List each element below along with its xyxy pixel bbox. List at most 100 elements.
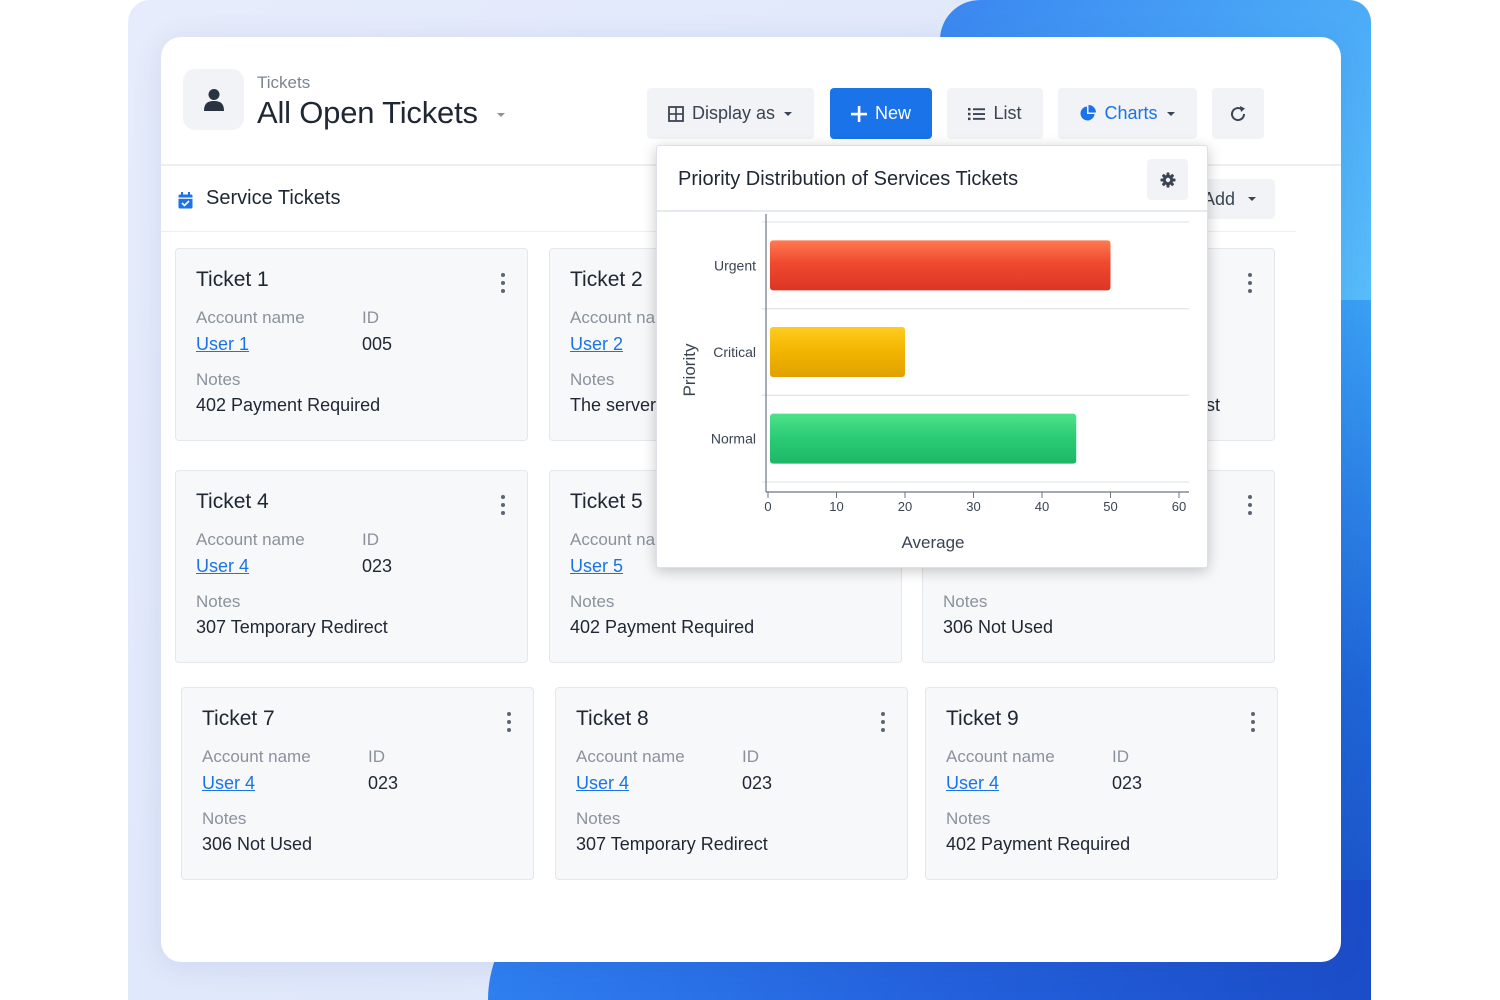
account-name-label: Account name: [196, 530, 305, 549]
list-button[interactable]: List: [947, 88, 1043, 139]
notes-label: Notes: [576, 809, 621, 828]
ticket-card[interactable]: Ticket 4 Account name ID User 4 023 Note…: [175, 470, 528, 663]
plus-icon: [850, 105, 867, 122]
chevron-down-icon: [784, 111, 793, 116]
chart-category-label: Critical: [713, 344, 756, 360]
chart-bar-urgent: [770, 240, 1111, 291]
notes-value: 306 Not Used: [202, 834, 313, 854]
gear-icon: [1160, 172, 1175, 187]
notes-label: Notes: [196, 592, 241, 611]
account-link[interactable]: User 1: [196, 334, 250, 354]
main-panel: Tickets All Open Tickets Display as New …: [161, 37, 1341, 962]
notes-label: Notes: [196, 370, 241, 389]
notes-value: st: [1206, 395, 1221, 415]
new-label: New: [874, 103, 911, 123]
account-link[interactable]: User 4: [576, 773, 630, 793]
account-link[interactable]: User 5: [570, 556, 624, 576]
chart-settings-button[interactable]: [1147, 159, 1188, 200]
more-vertical-icon[interactable]: [505, 712, 513, 732]
refresh-icon: [1231, 105, 1246, 121]
account-name-label: Account na: [570, 308, 656, 327]
ticket-title: Ticket 2: [570, 268, 643, 291]
account-link[interactable]: User 4: [946, 773, 1000, 793]
account-name-label: Account name: [946, 747, 1055, 766]
ticket-card[interactable]: Ticket 8 Account name ID User 4 023 Note…: [555, 687, 908, 880]
account-name-label: Account na: [570, 530, 656, 549]
list-icon: [968, 107, 986, 120]
account-link[interactable]: User 4: [196, 556, 250, 576]
ticket-id: 005: [362, 334, 393, 354]
display-as-label: Display as: [691, 103, 776, 123]
charts-button[interactable]: Charts: [1058, 88, 1197, 139]
more-vertical-icon[interactable]: [1246, 495, 1254, 515]
grid-icon: [668, 105, 684, 122]
ticket-title: Ticket 7: [202, 707, 275, 730]
more-vertical-icon[interactable]: [1246, 273, 1254, 293]
calendar-check-icon: [178, 192, 193, 209]
more-vertical-icon[interactable]: [1249, 712, 1257, 732]
notes-label: Notes: [570, 592, 615, 611]
priority-bar-chart: Urgent Critical Normal 0 10 20 30 40 50 60 Average…: [680, 214, 1189, 552]
avatar[interactable]: [183, 69, 244, 130]
chart-y-axis-title: Priority: [680, 343, 699, 396]
notes-value: 402 Payment Required: [196, 395, 381, 415]
ticket-id: 023: [1112, 773, 1143, 793]
refresh-button[interactable]: [1212, 88, 1264, 139]
chart-category-label: Normal: [711, 431, 756, 447]
chart-x-tick-label: 0: [764, 499, 771, 514]
notes-label: Notes: [943, 592, 988, 611]
chart-x-axis-title: Average: [901, 533, 964, 552]
ticket-title: Ticket 1: [196, 268, 269, 291]
display-as-button[interactable]: Display as: [647, 88, 814, 139]
account-name-label: Account name: [196, 308, 305, 327]
chart-x-tick-label: 40: [1035, 499, 1049, 514]
breadcrumb[interactable]: Tickets: [257, 73, 311, 92]
chart-popup: Priority Distribution of Services Ticket…: [656, 145, 1208, 568]
ticket-title: Ticket 9: [946, 707, 1019, 730]
id-label: ID: [742, 747, 759, 766]
list-label: List: [993, 103, 1022, 123]
chevron-down-icon[interactable]: [495, 111, 507, 119]
ticket-title: Ticket 8: [576, 707, 649, 730]
chart-title: Priority Distribution of Services Ticket…: [678, 168, 1019, 190]
ticket-card[interactable]: Ticket 7 Account name ID User 4 023 Note…: [181, 687, 534, 880]
ticket-id: 023: [742, 773, 773, 793]
id-label: ID: [368, 747, 385, 766]
chart-x-tick-label: 60: [1172, 499, 1186, 514]
notes-label: Notes: [202, 809, 247, 828]
ticket-card[interactable]: Ticket 1 Account name ID User 1 005 Note…: [175, 248, 528, 441]
ticket-card[interactable]: Ticket 9 Account name ID User 4 023 Note…: [925, 687, 1278, 880]
ticket-title: Ticket 4: [196, 490, 269, 513]
chart-x-tick-label: 30: [966, 499, 980, 514]
chart-bar-normal: [770, 413, 1077, 464]
chart-x-tick-label: 10: [829, 499, 843, 514]
account-name-label: Account name: [202, 747, 311, 766]
notes-value: The server: [570, 395, 657, 415]
notes-label: Notes: [946, 809, 991, 828]
ticket-title: Ticket 5: [570, 490, 643, 513]
chart-popup-header: Priority Distribution of Services Ticket…: [657, 146, 1207, 212]
chart-bar-critical: [770, 327, 905, 377]
ticket-id: 023: [362, 556, 393, 576]
id-label: ID: [362, 308, 379, 327]
more-vertical-icon[interactable]: [879, 712, 887, 732]
notes-value: 402 Payment Required: [946, 834, 1131, 854]
account-name-label: Account name: [576, 747, 685, 766]
notes-label: Notes: [570, 370, 615, 389]
notes-value: 402 Payment Required: [570, 617, 755, 637]
notes-value: 306 Not Used: [943, 617, 1054, 637]
id-label: ID: [1112, 747, 1129, 766]
more-vertical-icon[interactable]: [499, 273, 507, 293]
account-link[interactable]: User 4: [202, 773, 256, 793]
chart-x-tick-label: 50: [1103, 499, 1117, 514]
account-link[interactable]: User 2: [570, 334, 624, 354]
notes-value: 307 Temporary Redirect: [196, 617, 388, 637]
chart-category-label: Urgent: [714, 257, 756, 273]
id-label: ID: [362, 530, 379, 549]
user-icon: [203, 88, 224, 111]
more-vertical-icon[interactable]: [499, 495, 507, 515]
new-button[interactable]: New: [830, 88, 932, 139]
notes-value: 307 Temporary Redirect: [576, 834, 768, 854]
chevron-down-icon: [1248, 197, 1257, 201]
chart-x-tick-label: 20: [898, 499, 912, 514]
